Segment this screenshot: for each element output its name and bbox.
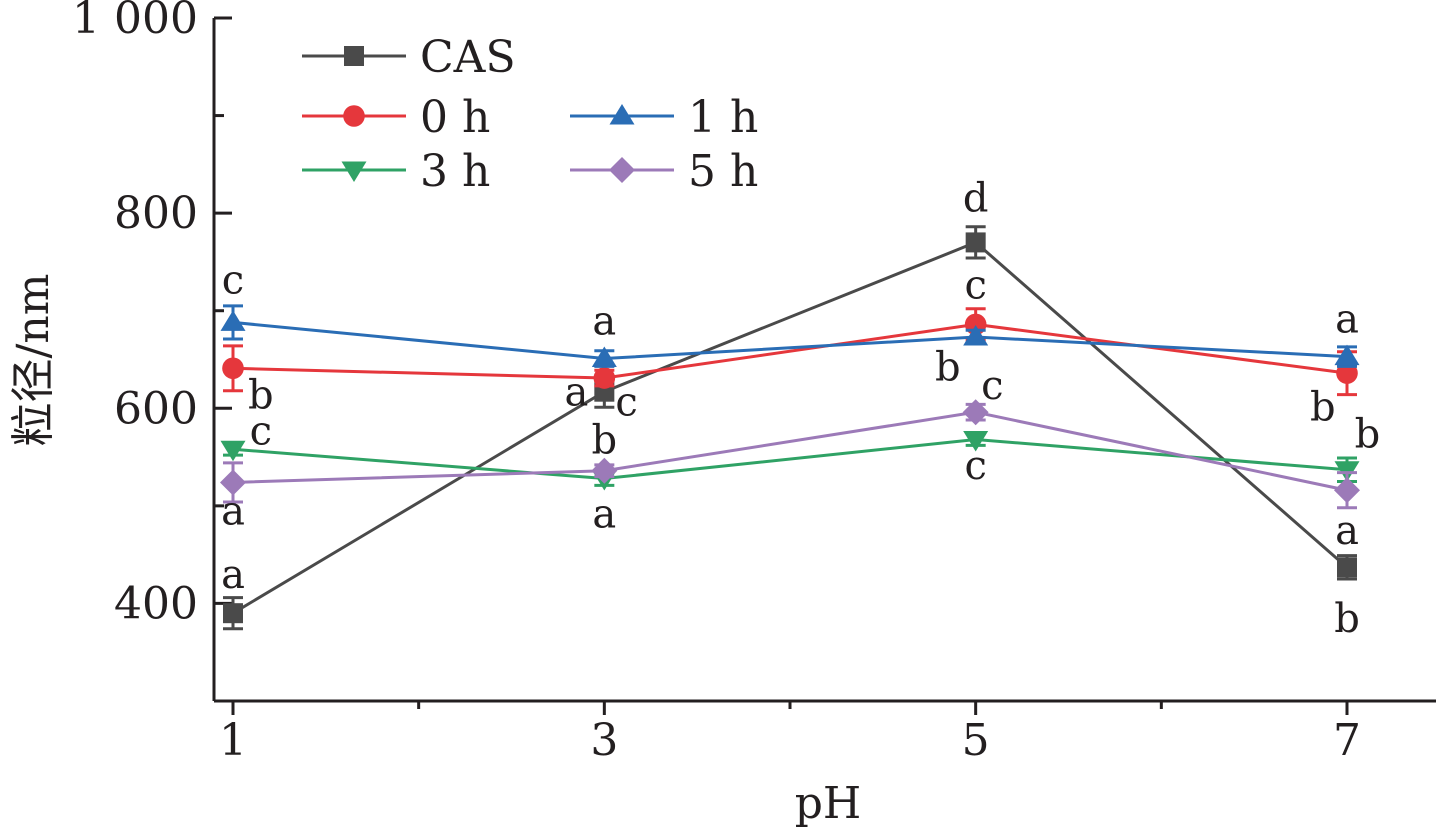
series-line-5h	[232, 410, 1348, 492]
series-3h	[220, 431, 1360, 491]
series-1h	[220, 304, 1360, 368]
y-tick-label: 400	[114, 578, 198, 629]
legend-marker	[609, 157, 635, 183]
data-point	[591, 457, 618, 484]
legend-label: 1 h	[688, 92, 758, 143]
legend-label: 5 h	[688, 146, 758, 197]
data-point	[962, 399, 989, 426]
significance-label: c	[615, 379, 637, 425]
legend-marker	[341, 161, 367, 182]
x-tick-label: 3	[590, 715, 618, 766]
significance-label: b	[1334, 596, 1360, 642]
series-line-cas	[232, 240, 1348, 615]
significance-label: a	[1335, 296, 1359, 342]
data-point	[1337, 557, 1357, 578]
legend: CAS 0 h 1 h 3 h 5 h	[302, 32, 758, 197]
x-tick-label: 1	[219, 715, 247, 766]
data-point	[1334, 344, 1360, 366]
legend-marker	[609, 104, 635, 125]
x-tick-label: 5	[962, 715, 990, 766]
significance-label: b	[248, 373, 274, 419]
legend-item-5h: 5 h	[570, 146, 758, 197]
series-line-3h	[232, 438, 1348, 481]
data-point	[222, 357, 244, 380]
series-cas	[223, 225, 1357, 631]
data-point	[220, 469, 246, 496]
significance-label: a	[221, 489, 245, 535]
legend-label: 3 h	[420, 146, 490, 197]
legend-item-1h: 1 h	[570, 92, 758, 143]
significance-label: b	[592, 417, 618, 463]
series-line-1h	[232, 320, 1348, 361]
data-point	[1334, 477, 1360, 504]
legend-item-cas: CAS	[302, 32, 516, 83]
y-tick-label: 800	[114, 188, 198, 239]
data-point	[223, 603, 243, 624]
data-point	[220, 310, 246, 331]
significance-label: d	[963, 175, 989, 221]
significance-label: b	[935, 344, 961, 390]
significance-label: c	[964, 443, 986, 489]
data-point	[593, 367, 616, 389]
x-axis-title: pH	[795, 778, 862, 829]
data-point	[965, 232, 986, 253]
axes: 400 600 800 1 000 1 3 5 7	[72, 0, 1436, 766]
significance-label: a	[221, 552, 245, 598]
significance-label: c	[981, 363, 1003, 409]
data-point	[963, 431, 989, 452]
series-layer	[220, 225, 1360, 631]
significance-label: a	[592, 298, 616, 344]
significance-label: b	[1355, 412, 1381, 458]
legend-marker	[343, 105, 365, 127]
data-point	[220, 440, 246, 462]
series-line-0h	[232, 322, 1348, 380]
legend-item-0h: 0 h	[302, 92, 490, 143]
significance-label: a	[592, 492, 616, 538]
significance-label: c	[250, 409, 272, 455]
y-tick-label: 600	[114, 383, 198, 434]
data-point	[591, 346, 617, 368]
significance-label: a	[1335, 508, 1359, 554]
y-axis-title: 粒径/nm	[8, 274, 59, 447]
significance-label: a	[565, 370, 589, 416]
legend-label: 0 h	[420, 92, 490, 143]
legend-label: CAS	[420, 32, 516, 83]
legend-marker	[344, 46, 364, 66]
x-tick-label: 7	[1333, 715, 1361, 766]
series-5h	[220, 399, 1360, 510]
legend-item-3h: 3 h	[302, 146, 490, 197]
series-0h	[222, 307, 1358, 397]
significance-label: c	[222, 257, 244, 303]
significance-label: c	[964, 262, 986, 308]
significance-label: b	[1310, 384, 1336, 430]
data-point	[963, 325, 989, 346]
y-tick-label: 1 000	[72, 0, 198, 44]
